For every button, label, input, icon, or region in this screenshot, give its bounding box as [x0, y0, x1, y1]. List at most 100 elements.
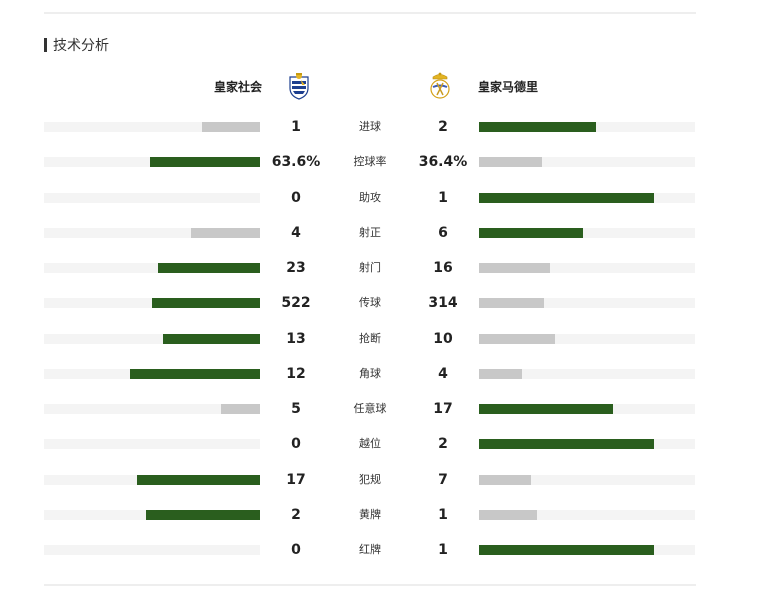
away-stat-bar-track [479, 439, 695, 450]
away-stat-value: 16 [433, 260, 453, 276]
stat-label: 传球 [359, 296, 381, 310]
stat-label: 射正 [359, 225, 381, 239]
home-stat-bar-track [44, 122, 260, 132]
away-stat-bar-fill [479, 404, 613, 414]
stat-row: 17 犯规 7 [0, 470, 771, 490]
stat-row: 0 助攻 1 [0, 188, 771, 208]
home-stat-bar-fill [163, 333, 260, 344]
home-stat-value: 522 [281, 295, 311, 312]
home-stat-value: 4 [291, 224, 301, 241]
stat-row: 12 角球 4 [0, 364, 771, 384]
home-stat-bar-track [44, 545, 260, 555]
away-stat-bar-track [479, 192, 695, 203]
away-stat-bar-track [479, 404, 695, 414]
home-stat-bar-track [44, 368, 260, 379]
home-stat-bar-fill [191, 227, 260, 238]
stat-label: 射门 [359, 261, 381, 274]
section-title-text: 技术分析 [53, 38, 109, 54]
away-stat-value: 7 [438, 471, 448, 488]
home-stat-bar-fill [130, 368, 260, 379]
stat-label: 任意球 [353, 402, 387, 415]
stat-label: 红牌 [359, 543, 381, 556]
stat-row: 2 黄牌 1 [0, 505, 771, 525]
away-stat-bar-track [479, 157, 695, 168]
away-stat-bar-fill [479, 474, 531, 485]
home-stat-bar-track [44, 439, 260, 450]
home-stat-value: 12 [286, 365, 306, 382]
away-stat-bar-track [479, 474, 695, 485]
away-stat-value: 2 [438, 436, 448, 453]
away-stat-bar-fill [479, 192, 654, 203]
away-stat-bar-fill [479, 157, 542, 168]
home-stat-value: 0 [291, 436, 301, 453]
stat-row: 1 进球 2 [0, 117, 771, 137]
home-stat-bar-fill [150, 157, 260, 168]
stat-label: 黄牌 [359, 507, 381, 521]
real-sociedad-crest-icon[interactable] [287, 72, 311, 100]
away-stat-bar-track [479, 368, 695, 379]
home-stat-bar-track [44, 404, 260, 414]
home-stat-bar-fill [137, 474, 260, 485]
away-stat-value: 1 [438, 189, 448, 206]
bottom-divider [44, 584, 696, 586]
away-stat-bar-fill [479, 509, 537, 520]
away-stat-value: 1 [438, 542, 448, 558]
section-title: 技术分析 [44, 36, 109, 54]
home-stat-bar-track [44, 333, 260, 344]
away-stat-value: 10 [433, 330, 453, 347]
away-stat-value: 6 [438, 224, 448, 241]
home-stat-bar-track [44, 298, 260, 309]
stat-row: 13 抢断 10 [0, 329, 771, 349]
home-stat-value: 63.6% [271, 154, 321, 171]
stat-label: 控球率 [353, 155, 387, 169]
home-stat-bar-track [44, 157, 260, 168]
stat-row: 63.6% 控球率 36.4% [0, 152, 771, 172]
stat-row: 0 红牌 1 [0, 540, 771, 560]
home-stat-bar-fill [158, 263, 260, 273]
away-stat-bar-fill [479, 263, 550, 273]
away-stat-bar-fill [479, 368, 522, 379]
away-stat-bar-track [479, 545, 695, 555]
home-stat-bar-track [44, 192, 260, 203]
home-stat-value: 13 [286, 330, 306, 347]
home-stat-bar-fill [146, 509, 260, 520]
stat-row: 0 越位 2 [0, 434, 771, 454]
away-stat-bar-fill [479, 298, 544, 309]
stat-label: 越位 [359, 437, 381, 451]
title-marker [44, 38, 47, 52]
stat-label: 助攻 [359, 190, 381, 204]
away-stat-bar-fill [479, 545, 654, 555]
away-stat-bar-fill [479, 439, 654, 450]
away-stat-value: 36.4% [418, 154, 468, 171]
away-stat-value: 2 [438, 119, 448, 135]
home-stat-bar-fill [202, 122, 260, 132]
home-stat-bar-track [44, 227, 260, 238]
stat-row: 5 任意球 17 [0, 399, 771, 419]
home-stat-value: 23 [286, 260, 306, 276]
home-stat-value: 1 [291, 119, 301, 135]
away-stat-bar-track [479, 227, 695, 238]
stat-label: 进球 [359, 120, 381, 133]
away-stat-bar-track [479, 122, 695, 132]
stat-row: 23 射门 16 [0, 258, 771, 278]
home-stat-value: 0 [291, 189, 301, 206]
stat-label: 角球 [359, 366, 381, 380]
away-stat-value: 314 [428, 295, 458, 312]
away-stat-value: 1 [438, 506, 448, 523]
real-madrid-crest-icon[interactable] [428, 72, 452, 100]
home-stat-value: 0 [291, 542, 301, 558]
home-stat-bar-track [44, 509, 260, 520]
away-stat-bar-track [479, 298, 695, 309]
home-stat-bar-fill [221, 404, 260, 414]
stat-label: 抢断 [359, 331, 381, 345]
away-stat-bar-fill [479, 333, 555, 344]
away-stat-value: 17 [433, 401, 453, 417]
away-team-name[interactable]: 皇家马德里 [478, 80, 539, 94]
home-team-name[interactable]: 皇家社会 [213, 80, 262, 94]
stat-row: 522 传球 314 [0, 293, 771, 313]
stat-label: 犯规 [359, 472, 381, 486]
home-stat-bar-track [44, 474, 260, 485]
stat-row: 4 射正 6 [0, 223, 771, 243]
away-stat-bar-track [479, 263, 695, 273]
